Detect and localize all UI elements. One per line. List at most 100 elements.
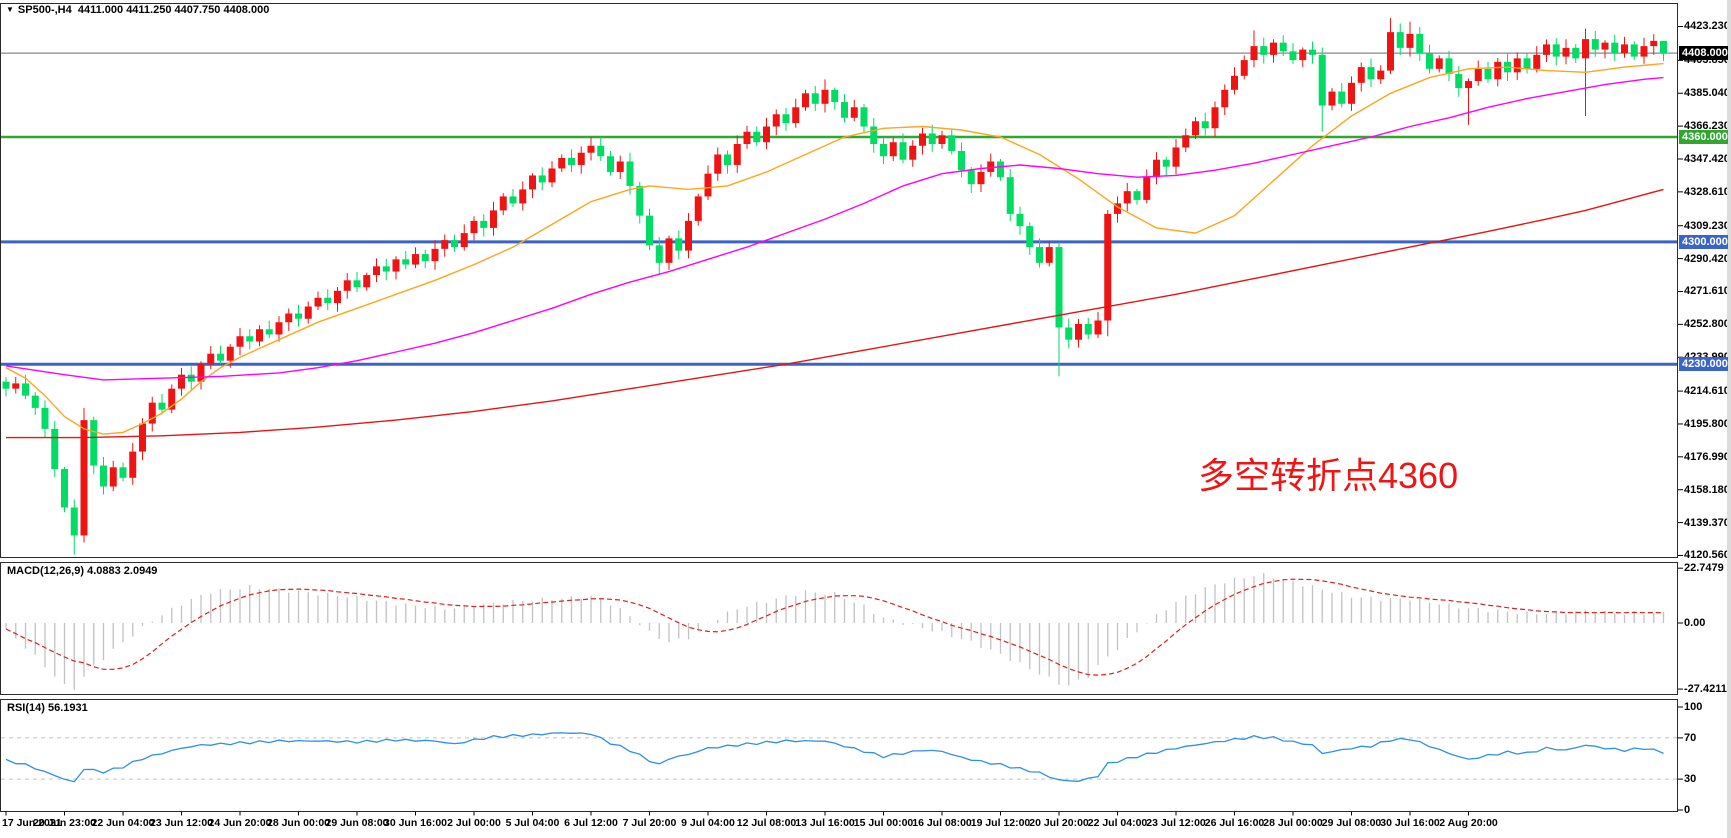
time-axis-label[interactable]: 19 Jul 12:00 bbox=[970, 817, 1031, 829]
candle-body bbox=[685, 220, 692, 251]
price-level-badge[interactable]: 4230.000 bbox=[1679, 357, 1728, 372]
price-axis-label: 4328.610 bbox=[1684, 185, 1730, 198]
candle-body bbox=[724, 154, 731, 165]
candle-body bbox=[938, 135, 946, 144]
candle-body bbox=[1357, 67, 1365, 83]
price-axis-label: 4385.040 bbox=[1684, 87, 1730, 100]
candle-body bbox=[646, 215, 653, 246]
time-axis-label[interactable]: 9 Jul 04:00 bbox=[681, 817, 735, 829]
candle-body bbox=[226, 346, 234, 361]
price-level-badge[interactable]: 4300.000 bbox=[1679, 234, 1728, 249]
candle-body bbox=[870, 126, 878, 144]
price-level-badge[interactable]: 4408.000 bbox=[1679, 46, 1728, 61]
time-axis-label[interactable]: 15 Jul 00:00 bbox=[853, 817, 914, 829]
candle-body bbox=[41, 407, 49, 429]
collapse-triangle-icon[interactable]: ▼ bbox=[6, 5, 14, 14]
candle-body bbox=[353, 280, 361, 288]
chart-text-annotation[interactable]: 多空转折点4360 bbox=[1198, 455, 1459, 496]
candle-body bbox=[236, 336, 244, 347]
time-axis-label[interactable]: 20 Jul 20:00 bbox=[1029, 817, 1089, 829]
candle-body bbox=[958, 150, 965, 171]
time-axis-label[interactable]: 2 Aug 20:00 bbox=[1439, 817, 1498, 829]
candle-body bbox=[22, 383, 29, 396]
price-level-badge[interactable]: 4360.000 bbox=[1679, 130, 1728, 144]
candle-body bbox=[480, 220, 488, 228]
candle-body bbox=[909, 145, 917, 160]
time-axis-label[interactable]: 5 Jul 04:00 bbox=[505, 817, 560, 829]
candle-body bbox=[373, 266, 380, 276]
candle-body bbox=[402, 259, 410, 265]
chart-title-bar: ▼ SP500-,H4 4411.000 4411.250 4407.750 44… bbox=[6, 4, 269, 16]
candle-body bbox=[1387, 32, 1394, 71]
candle-body bbox=[626, 161, 634, 186]
candle-body bbox=[460, 233, 468, 248]
macd-panel[interactable] bbox=[0, 562, 1678, 695]
time-axis-label[interactable]: 20 Jun 23:00 bbox=[32, 817, 97, 829]
candle-body bbox=[1318, 54, 1326, 106]
time-axis-label[interactable]: 28 Jul 00:00 bbox=[1263, 817, 1323, 829]
candle-body bbox=[363, 275, 371, 288]
candle-body bbox=[1270, 42, 1277, 55]
time-axis-label[interactable]: 16 Jul 08:00 bbox=[912, 817, 972, 829]
candle-body bbox=[967, 170, 975, 185]
time-axis-label[interactable]: 23 Jun 12:00 bbox=[149, 817, 214, 829]
candle-body bbox=[1377, 70, 1385, 80]
candle-body bbox=[919, 133, 926, 146]
candle-body bbox=[343, 280, 351, 291]
time-axis-label[interactable]: 17 Jun 2021 bbox=[2, 817, 62, 829]
candle-body bbox=[31, 395, 39, 408]
candle-body bbox=[168, 388, 176, 410]
candle-body bbox=[802, 93, 809, 108]
macd-indicator-label: MACD(12,26,9) 4.0883 2.0949 bbox=[7, 565, 158, 577]
candle-body bbox=[2, 381, 10, 389]
candle-body bbox=[889, 142, 897, 157]
time-axis-label[interactable]: 22 Jun 04:00 bbox=[91, 817, 155, 829]
candle-body bbox=[607, 156, 614, 172]
candle-body bbox=[655, 245, 663, 263]
candle-body bbox=[1572, 47, 1580, 59]
rsi-axis-label: 100 bbox=[1684, 701, 1703, 713]
time-axis-label[interactable]: 23 Jul 12:00 bbox=[1146, 817, 1206, 829]
time-axis-label[interactable]: 30 Jun 16:00 bbox=[383, 817, 448, 829]
time-axis-label[interactable]: 29 Jun 08:00 bbox=[325, 817, 389, 829]
candle-body bbox=[61, 469, 68, 508]
rsi-panel[interactable] bbox=[0, 699, 1678, 812]
candle-body bbox=[139, 423, 146, 452]
candle-body bbox=[382, 266, 390, 272]
time-axis-label[interactable]: 26 Jul 16:00 bbox=[1204, 817, 1265, 829]
candle-body bbox=[1396, 32, 1404, 48]
symbol-period-label: SP500-,H4 bbox=[17, 4, 72, 16]
candle-body bbox=[704, 173, 712, 197]
candle-body bbox=[80, 420, 88, 536]
candle-body bbox=[1543, 44, 1550, 55]
time-axis-label[interactable]: 24 Jun 20:00 bbox=[208, 817, 272, 829]
candle-body bbox=[256, 329, 263, 342]
time-axis-label[interactable]: 30 Jul 16:00 bbox=[1380, 817, 1440, 829]
ma-mid-magenta-line bbox=[5, 76, 1664, 381]
time-axis-label[interactable]: 13 Jul 16:00 bbox=[795, 817, 855, 829]
candle-body bbox=[178, 374, 185, 389]
time-axis-label[interactable]: 12 Jul 08:00 bbox=[736, 817, 797, 829]
candle-body bbox=[1172, 147, 1180, 167]
main-chart-panel[interactable] bbox=[0, 3, 1678, 558]
candle-body bbox=[421, 254, 429, 262]
time-axis-label[interactable]: 2 Jul 00:00 bbox=[447, 817, 501, 829]
time-axis-label[interactable]: 22 Jul 04:00 bbox=[1087, 817, 1148, 829]
candle-body bbox=[1055, 247, 1063, 328]
candle-body bbox=[1435, 58, 1443, 69]
candle-body bbox=[1260, 46, 1268, 55]
time-axis-label[interactable]: 7 Jul 20:00 bbox=[622, 817, 677, 829]
candle-body bbox=[1299, 49, 1307, 61]
candle-body bbox=[1211, 107, 1219, 129]
candle-body bbox=[1114, 203, 1121, 214]
candle-body bbox=[577, 152, 585, 165]
candle-body bbox=[1348, 82, 1355, 104]
candle-body bbox=[743, 131, 751, 144]
time-axis-label[interactable]: 29 Jul 08:00 bbox=[1321, 817, 1382, 829]
time-axis-label[interactable]: 28 Jun 00:00 bbox=[266, 817, 331, 829]
rsi-axis-label: 70 bbox=[1684, 731, 1697, 744]
price-axis-label: 4309.230 bbox=[1684, 219, 1730, 232]
candle-body bbox=[821, 89, 829, 104]
time-axis-label[interactable]: 6 Jul 12:00 bbox=[564, 817, 618, 829]
